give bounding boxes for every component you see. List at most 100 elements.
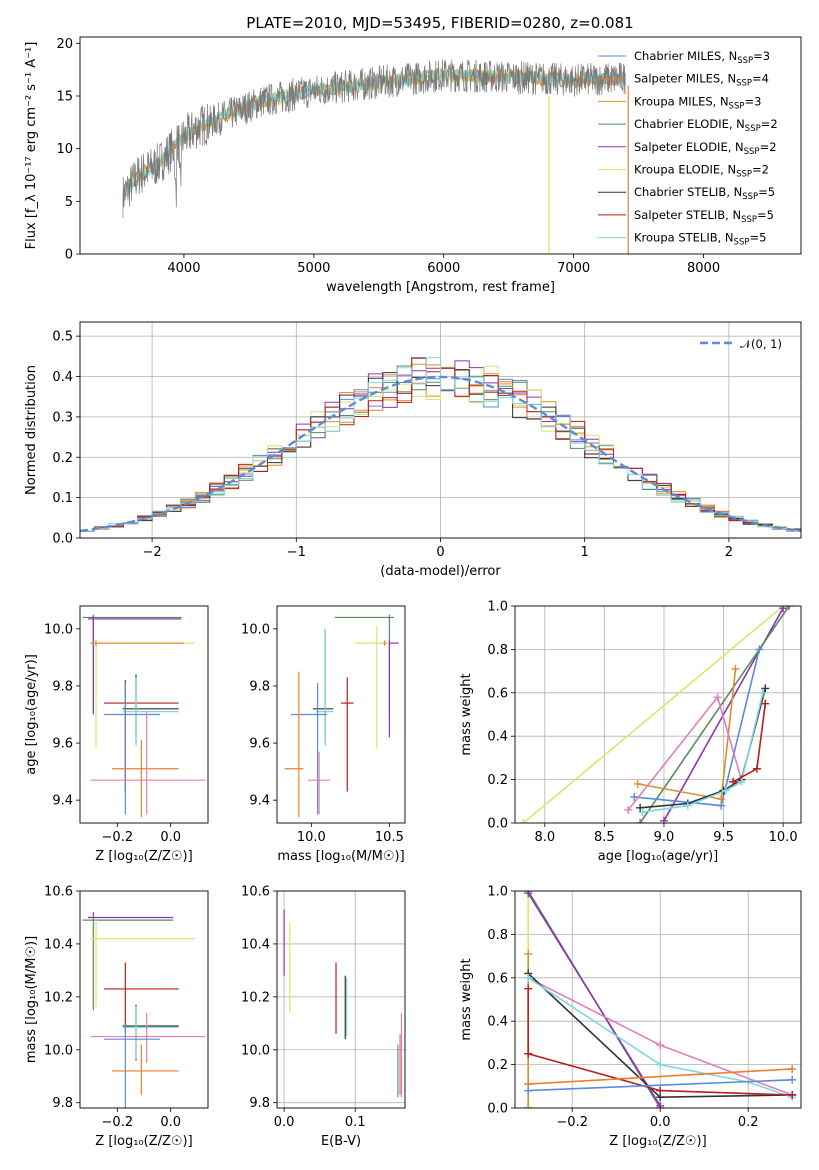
- x-axis-label: age [log₁₀(age/yr)]: [598, 849, 719, 864]
- y-tick-label: 9.4: [249, 794, 270, 809]
- legend-subscript: SSP: [742, 192, 758, 202]
- y-tick-label: 0.6: [487, 686, 508, 701]
- y-tick-label: 0.1: [52, 491, 73, 506]
- x-tick-label: 8.5: [594, 830, 615, 845]
- plus-marker: [788, 1064, 797, 1073]
- legend-subscript: SSP: [744, 147, 760, 157]
- x-tick-label: 10.0: [297, 830, 326, 845]
- x-axis-label: Z [log₁₀(Z/Z☉)]: [95, 849, 192, 864]
- errorbars: [283, 909, 403, 1098]
- legend-subscript: SSP: [736, 79, 752, 89]
- y-tick-label: 9.8: [52, 1096, 73, 1111]
- y-tick-label: 10.0: [241, 622, 270, 637]
- y-axis-label: Normed distribution: [24, 365, 39, 495]
- legend-label: Chabrier MILES, NSSP=3: [634, 49, 770, 66]
- x-axis-label: Z [log₁₀(Z/Z☉)]: [609, 1134, 706, 1149]
- plus-marker: [755, 645, 764, 654]
- plus-marker: [524, 1049, 533, 1058]
- y-axis-label: mass weight: [459, 958, 474, 1040]
- y-tick-label: 9.8: [52, 679, 73, 694]
- weight-line: [527, 892, 661, 1107]
- legend-suffix: =5: [758, 185, 775, 199]
- legend-label: Chabrier ELODIE, NSSP=2: [634, 117, 778, 134]
- y-tick-label: 0.4: [487, 730, 508, 745]
- legend-subscript: SSP: [736, 170, 752, 180]
- x-tick-label: 10.5: [375, 830, 404, 845]
- mass-vs-Z-panel: −0.2 0.0 9.8 10.0 10.2 10.4 10.6 Z [log₁₀(Z/Z☉)…: [24, 885, 209, 1149]
- legend-text: Salpeter STELIB, N: [634, 208, 741, 222]
- legend-subscript: SSP: [729, 101, 745, 111]
- legend-text: Kroupa ELODIE, N: [634, 163, 736, 177]
- x-tick-label: 6000: [427, 261, 460, 276]
- y-tick-label: 0.5: [52, 330, 73, 345]
- x-tick-label: 7000: [557, 261, 590, 276]
- plus-marker: [638, 808, 647, 817]
- histogram-lines: [80, 357, 801, 533]
- x-tick-label: 0.0: [274, 1115, 295, 1130]
- age-vs-mass-panel: 10.0 10.5 9.4 9.6 9.8 10.0 mass [log₁₀(M/M☉)]: [241, 605, 406, 864]
- legend-subscript: SSP: [741, 215, 757, 225]
- y-tick-label: 0.2: [487, 773, 508, 788]
- axes-frame: [514, 605, 802, 824]
- plus-marker: [524, 984, 533, 993]
- mass-weight-vs-Z-panel: −0.2 0.0 0.2 0.0 0.2 0.4 0.6 0.8 1.0 Z [log₁₀(Z/Z…: [459, 885, 802, 1149]
- legend-text: Chabrier STELIB, N: [634, 185, 742, 199]
- x-tick-label: 0.2: [738, 1115, 759, 1130]
- axes-frame: [79, 36, 802, 255]
- y-tick-label: 10.6: [44, 885, 73, 900]
- x-axis-label: Z [log₁₀(Z/Z☉)]: [95, 1134, 192, 1149]
- legend-subscript: SSP: [745, 124, 761, 134]
- legend-text: Salpeter MILES, N: [634, 72, 736, 86]
- legend-suffix: =5: [757, 208, 774, 222]
- weight-line: [528, 1068, 793, 1085]
- plus-marker: [524, 891, 533, 898]
- plus-marker: [624, 805, 633, 814]
- x-tick-label: 4000: [167, 261, 200, 276]
- mass-vs-ebv-panel: 0.0 0.1 9.8 10.0 10.2 10.4 10.6 E(B-V): [241, 885, 406, 1149]
- histogram-step-line: [80, 357, 801, 532]
- x-tick-label: 5000: [297, 261, 330, 276]
- y-tick-label: 0.0: [52, 532, 73, 547]
- legend-suffix: =2: [752, 163, 769, 177]
- legend-label: Salpeter ELODIE, NSSP=2: [634, 140, 777, 157]
- plus-marker: [656, 1060, 665, 1069]
- plus-marker: [761, 684, 770, 693]
- y-tick-label: 10: [56, 142, 73, 157]
- weight-line: [522, 606, 784, 823]
- x-axis-label: (data-model)/error: [380, 564, 501, 579]
- axes-frame: [79, 890, 209, 1109]
- plus-marker: [656, 1086, 665, 1095]
- plus-marker: [788, 1090, 797, 1099]
- x-tick-label: −0.2: [102, 1115, 134, 1130]
- legend-label: Chabrier STELIB, NSSP=5: [634, 185, 775, 202]
- plus-marker: [779, 606, 788, 613]
- plus-marker: [788, 1075, 797, 1084]
- legend-text: Chabrier MILES, N: [634, 49, 737, 63]
- y-axis-label: age [log₁₀(age/yr)]: [24, 654, 39, 775]
- data-spectrum-line: [122, 59, 626, 219]
- legend-text: Salpeter ELODIE, N: [634, 140, 744, 154]
- y-tick-label: 1.0: [487, 885, 508, 900]
- x-tick-label: 8.0: [534, 830, 555, 845]
- y-tick-label: 0.3: [52, 410, 73, 425]
- x-tick-label: 0.1: [345, 1115, 366, 1130]
- y-tick-label: 9.4: [52, 794, 73, 809]
- legend-text: Chabrier ELODIE, N: [634, 117, 745, 131]
- axes-frame: [276, 890, 406, 1109]
- y-tick-label: 0.8: [487, 928, 508, 943]
- errorbars: [82, 614, 206, 818]
- plus-marker: [659, 816, 668, 823]
- plus-marker: [636, 803, 645, 812]
- y-tick-label: 0.8: [487, 643, 508, 658]
- y-tick-label: 10.2: [44, 990, 73, 1005]
- weight-line: [639, 606, 790, 823]
- legend-suffix: =5: [749, 231, 766, 245]
- y-tick-label: 9.8: [249, 1096, 270, 1111]
- x-tick-label: 0: [436, 545, 444, 560]
- spectrum-panel: 4000 5000 6000 7000 8000 0 5 10 15 20 wavelength […: [24, 36, 802, 295]
- y-tick-label: 0: [65, 248, 73, 263]
- y-tick-label: 10.0: [44, 1043, 73, 1058]
- plus-marker: [656, 1041, 665, 1050]
- residual-panel: −2 −1 0 1 2 0.0 0.1 0.2 0.3 0.4 0.5 (data-model)/er…: [24, 321, 802, 579]
